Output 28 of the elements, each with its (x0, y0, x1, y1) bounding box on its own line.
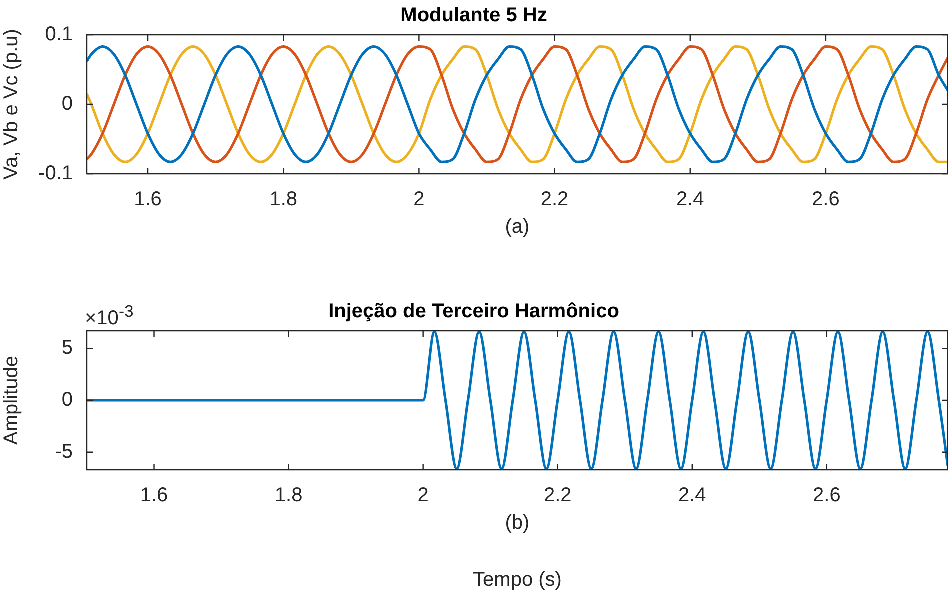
y-tick-label: 0.1 (45, 24, 73, 46)
x-tick-label: 2.6 (812, 188, 840, 211)
x-axis-title: Tempo (s) (472, 569, 563, 592)
chart-title: Modulante 5 Hz (400, 4, 548, 27)
y-tick-label: 0 (62, 93, 73, 116)
y-axis-title: Amplitude (0, 356, 23, 445)
text: (b) (504, 512, 531, 535)
y-tick-label: -5 (55, 440, 73, 463)
line-series (87, 46, 948, 164)
text: ×10$^{-3}$ (85, 302, 134, 331)
y-tick-label: 0 (62, 389, 73, 412)
x-tick-label: 1.6 (140, 484, 168, 507)
x-tick-label: 2 (418, 484, 429, 507)
x-tick-label: 2.2 (540, 188, 569, 211)
y-tick-label: 5 (62, 337, 73, 360)
chart-title: Injeção de Terceiro Harmônico (328, 300, 620, 323)
x-tick-label: 2.4 (678, 484, 706, 507)
x-tick-label: 1.8 (274, 484, 303, 507)
x-tick-label: 1.8 (270, 188, 298, 211)
y-axis-title: Va, Vb e Vc (p.u) (0, 29, 23, 180)
x-tick-label: 1.6 (134, 188, 162, 211)
text: (a) (504, 216, 531, 239)
x-tick-label: 2.2 (544, 484, 572, 507)
x-tick-label: 2.4 (676, 188, 704, 211)
line-series (87, 331, 948, 470)
y-tick-label: -0.1 (38, 162, 73, 185)
x-tick-label: 2 (414, 188, 425, 211)
x-tick-label: 2.6 (813, 484, 841, 507)
